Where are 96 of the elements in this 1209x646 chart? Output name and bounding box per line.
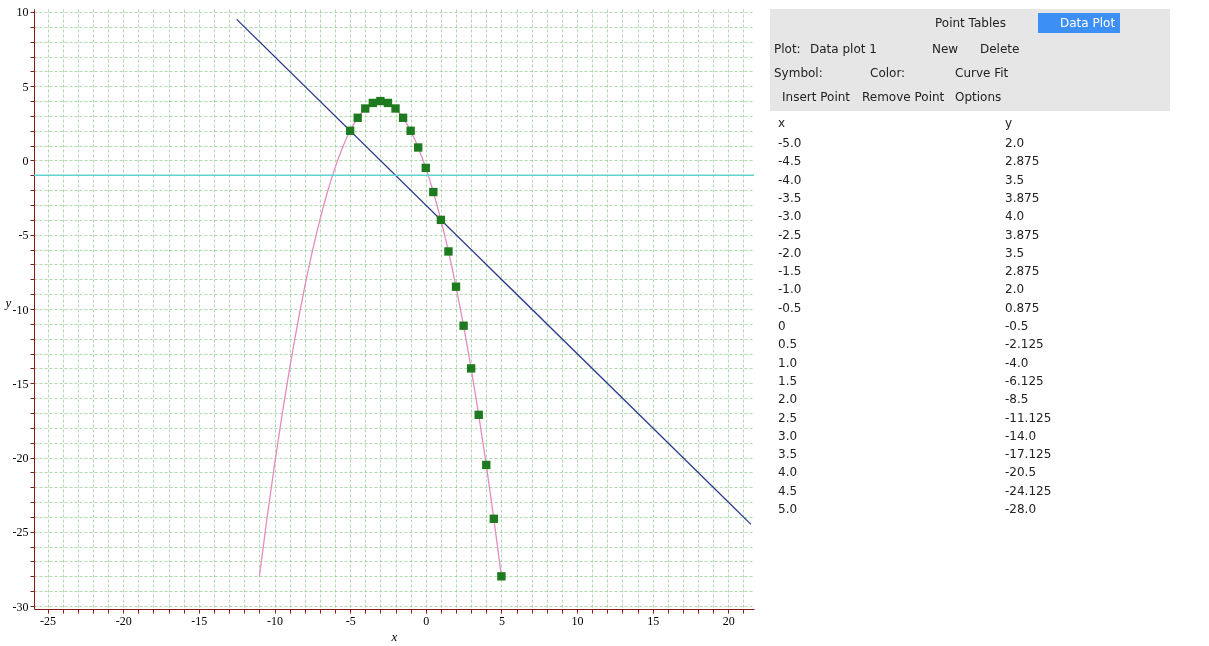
text: 2.0 bbox=[778, 392, 798, 407]
x-tick-label: 20 bbox=[722, 613, 735, 628]
text: 1.0 bbox=[778, 355, 798, 370]
text: -2.0 bbox=[778, 245, 802, 260]
text: -17.125 bbox=[1005, 447, 1052, 462]
text: 5.0 bbox=[778, 502, 798, 516]
text: 3.5 bbox=[1005, 172, 1025, 187]
text: 0.5 bbox=[778, 337, 798, 352]
x-tick-label: -5 bbox=[345, 613, 356, 628]
x-tick-label: 15 bbox=[647, 613, 660, 628]
point bbox=[361, 104, 370, 113]
text: New bbox=[932, 42, 959, 56]
text: 3.5 bbox=[778, 447, 798, 462]
text: x bbox=[778, 116, 786, 130]
point bbox=[406, 126, 415, 135]
x-tick-label: -25 bbox=[40, 613, 57, 628]
text: Symbol: bbox=[774, 66, 823, 80]
point bbox=[497, 572, 506, 581]
y-tick-label: 0 bbox=[22, 153, 29, 168]
text: Delete bbox=[980, 42, 1020, 56]
y-tick-label: 5 bbox=[22, 79, 29, 94]
text: -8.5 bbox=[1005, 392, 1029, 407]
text: -11.125 bbox=[1005, 410, 1052, 425]
text: -4.5 bbox=[778, 154, 802, 169]
text: Plot: bbox=[774, 42, 801, 56]
point bbox=[421, 163, 430, 173]
text: -3.5 bbox=[778, 190, 802, 205]
y-tick-label: -15 bbox=[12, 376, 29, 391]
text: 3.0 bbox=[778, 428, 798, 443]
point bbox=[376, 96, 385, 106]
text: -5.0 bbox=[778, 136, 802, 150]
x-tick-label: -10 bbox=[267, 613, 283, 628]
text: 0.875 bbox=[1005, 300, 1040, 315]
x-tick-label: -15 bbox=[191, 613, 208, 628]
y-tick-label: -10 bbox=[12, 302, 29, 317]
point bbox=[436, 215, 446, 225]
text: -14.0 bbox=[1005, 428, 1037, 443]
text: Remove Point bbox=[862, 90, 945, 104]
x-tick-label: 5 bbox=[498, 613, 505, 628]
text: 2.875 bbox=[1005, 154, 1040, 169]
text: 2.5 bbox=[778, 410, 798, 425]
point bbox=[353, 113, 362, 122]
text: Color: bbox=[870, 66, 906, 80]
point bbox=[482, 460, 491, 470]
text: -3.0 bbox=[778, 209, 802, 224]
point bbox=[459, 321, 468, 330]
text: 4.0 bbox=[1005, 209, 1025, 224]
text: -20.5 bbox=[1005, 465, 1037, 480]
x-tick-label: -20 bbox=[115, 613, 132, 628]
text: 4.0 bbox=[778, 465, 798, 480]
y-axis-title: y bbox=[3, 294, 12, 310]
point bbox=[451, 282, 461, 291]
text: 3.5 bbox=[1005, 245, 1025, 260]
text: -2.5 bbox=[778, 227, 802, 242]
x-tick-label: 10 bbox=[571, 613, 584, 628]
text: 0 bbox=[778, 319, 786, 333]
text: Point Tables bbox=[935, 16, 1006, 30]
text: 2.0 bbox=[1005, 282, 1025, 297]
text: 3.875 bbox=[1005, 190, 1040, 205]
point bbox=[398, 113, 408, 122]
text: -28.0 bbox=[1005, 502, 1037, 516]
y-tick-label: 10 bbox=[16, 5, 29, 20]
point bbox=[489, 514, 499, 523]
text: Curve Fit bbox=[955, 66, 1009, 80]
text: 4.5 bbox=[778, 483, 798, 498]
x-tick-label: 0 bbox=[423, 613, 430, 628]
text: -4.0 bbox=[778, 172, 802, 187]
text: -0.5 bbox=[778, 300, 802, 315]
text: y bbox=[1005, 116, 1013, 130]
text: 3.875 bbox=[1005, 227, 1040, 242]
y-tick-label: -20 bbox=[12, 451, 29, 466]
x-axis-title: x bbox=[390, 628, 398, 644]
text: Insert Point bbox=[782, 90, 851, 104]
point bbox=[391, 104, 400, 113]
text: 2.0 bbox=[1005, 136, 1025, 150]
point bbox=[466, 364, 476, 373]
text: Data plot 1 bbox=[810, 42, 877, 56]
y-tick-label: -25 bbox=[12, 525, 29, 540]
text: -1.5 bbox=[778, 264, 802, 279]
text: 2.875 bbox=[1005, 264, 1040, 279]
y-tick-label: -30 bbox=[12, 599, 29, 614]
text: -1.0 bbox=[778, 282, 802, 297]
y-tick-label: -5 bbox=[18, 228, 29, 243]
text: -24.125 bbox=[1005, 483, 1052, 498]
text: -0.5 bbox=[1005, 319, 1029, 333]
point bbox=[474, 410, 483, 419]
text: Data Plot bbox=[1060, 16, 1116, 30]
text: -2.125 bbox=[1005, 337, 1044, 352]
text: Options bbox=[955, 90, 1002, 104]
point bbox=[345, 126, 355, 135]
text: -4.0 bbox=[1005, 355, 1029, 370]
text: -6.125 bbox=[1005, 373, 1044, 388]
point bbox=[429, 187, 438, 197]
point bbox=[444, 247, 453, 256]
text: 1.5 bbox=[778, 373, 798, 388]
point bbox=[414, 143, 423, 152]
